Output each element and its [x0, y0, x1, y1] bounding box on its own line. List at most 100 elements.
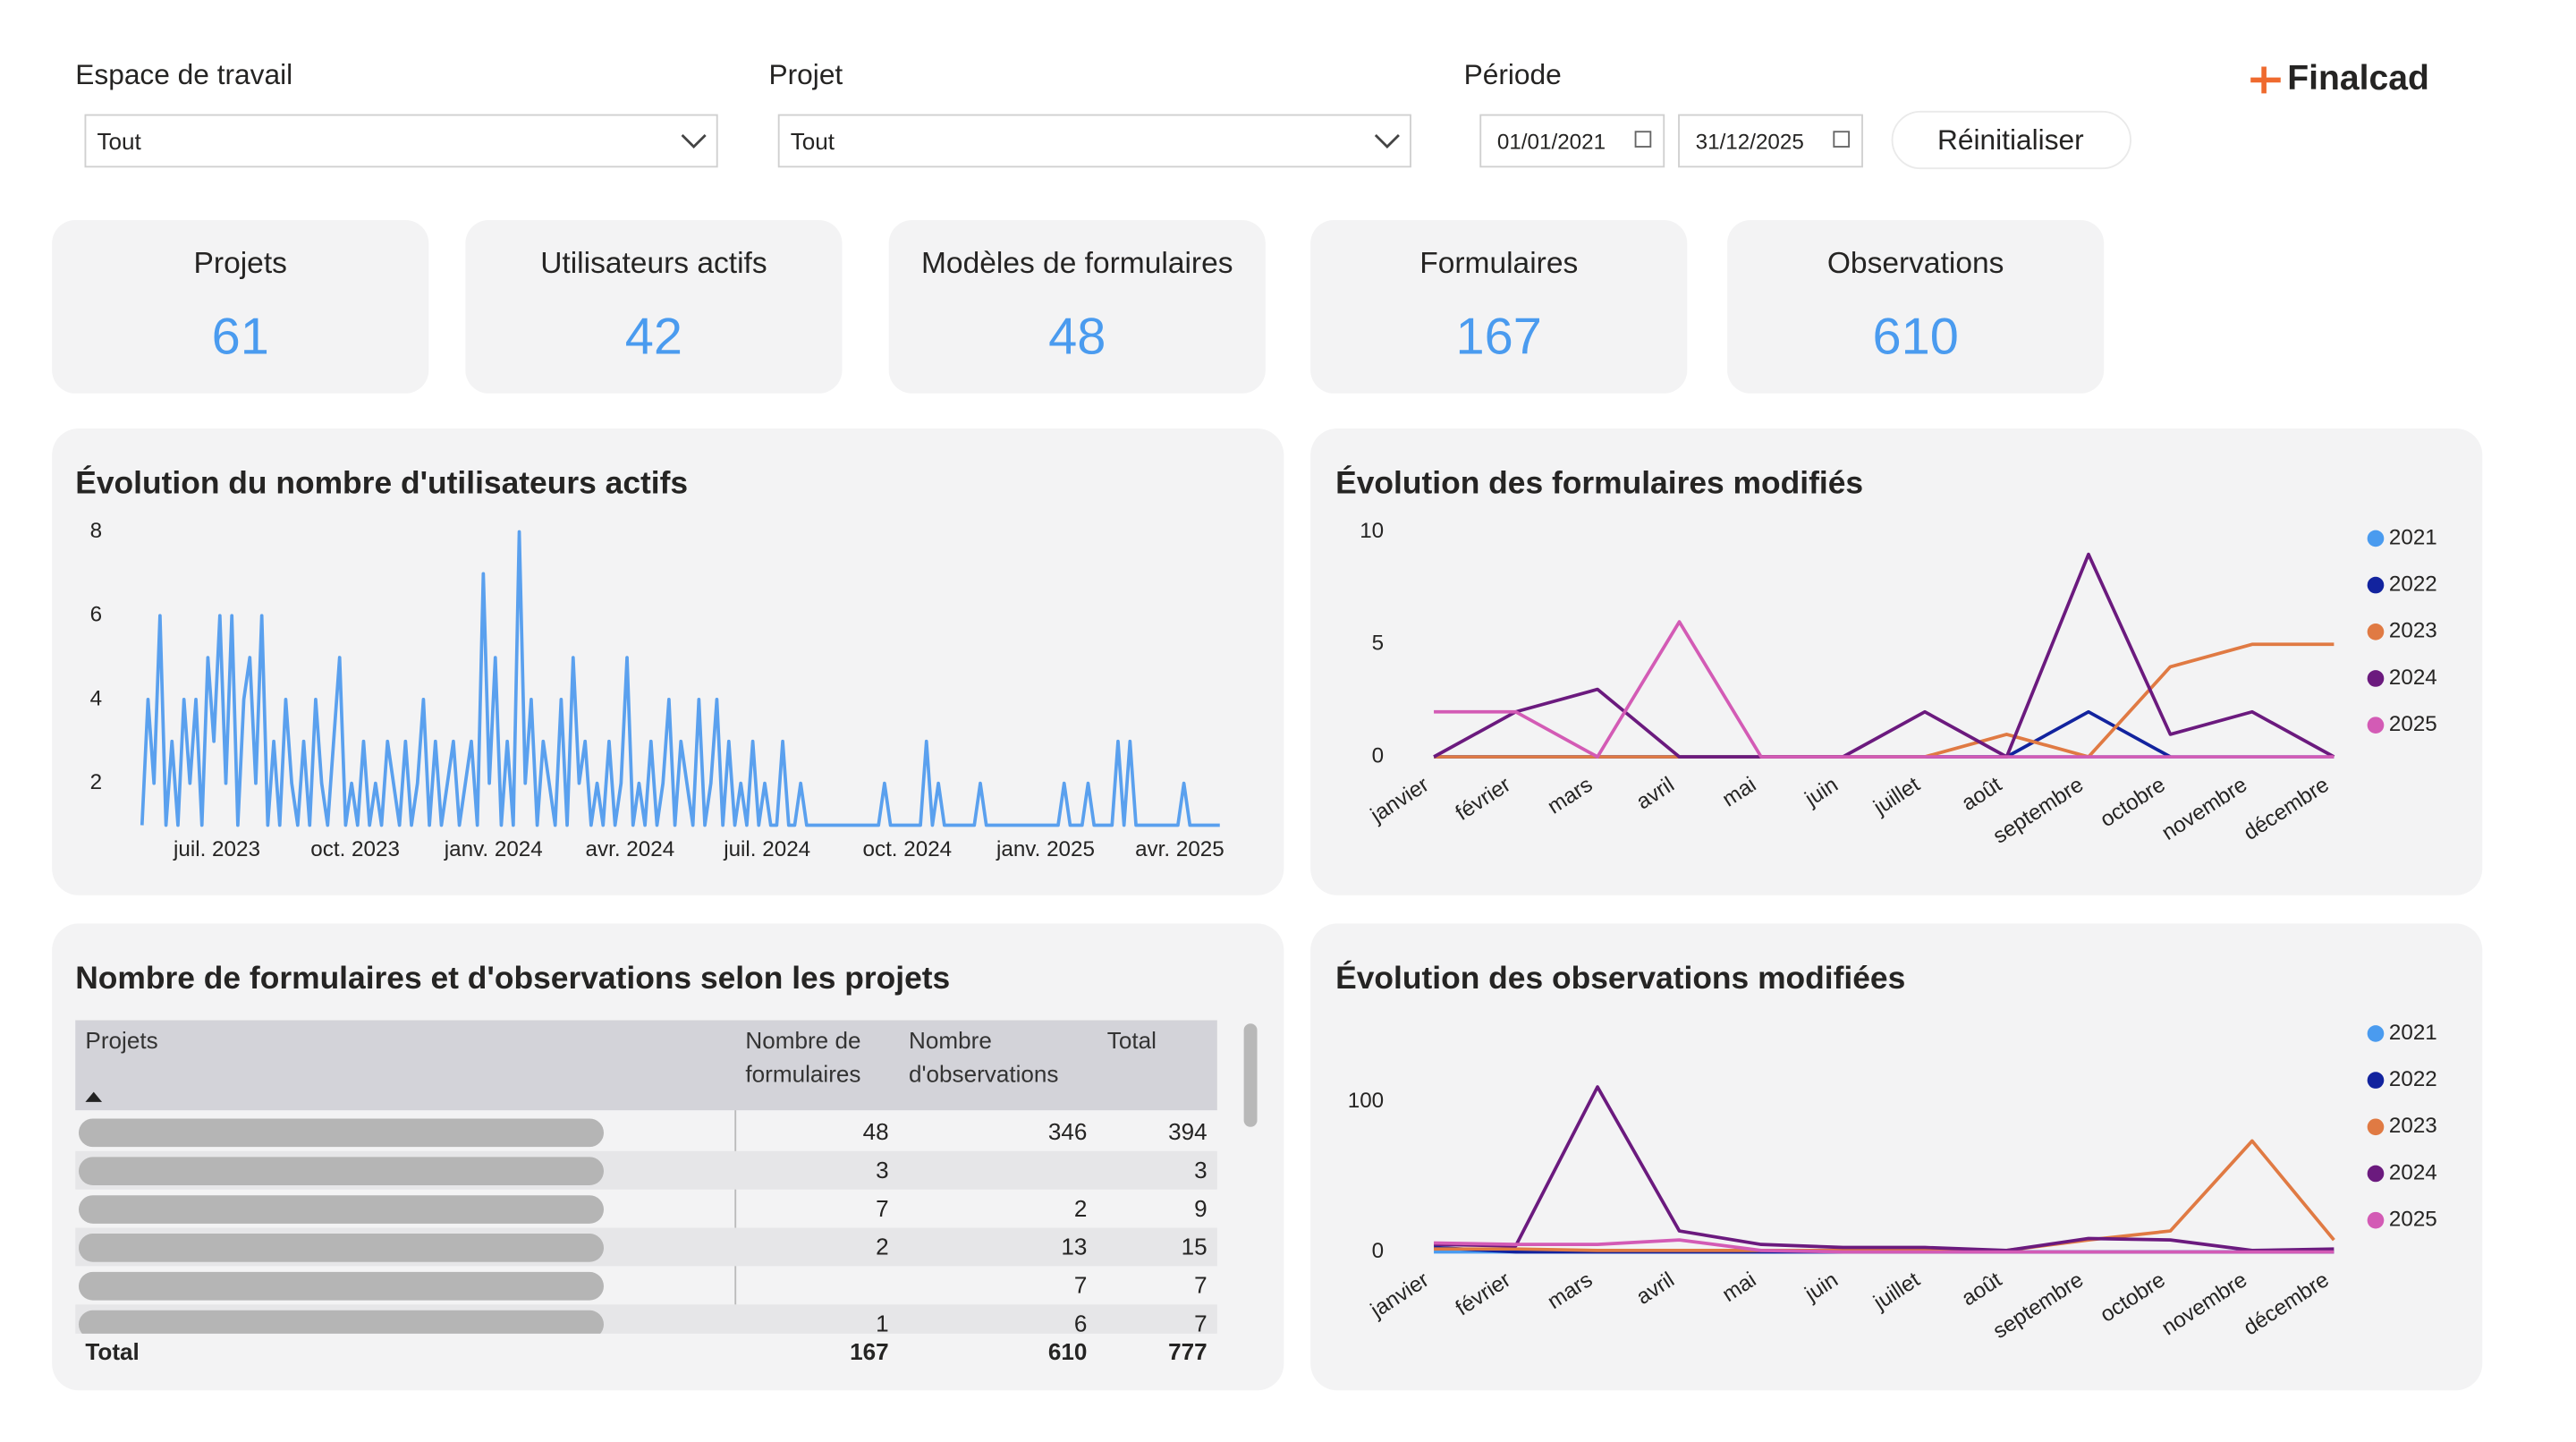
column-header: Nombre d'observations — [909, 1026, 1059, 1088]
legend-marker — [2367, 1211, 2385, 1229]
calendar-icon — [1833, 131, 1851, 148]
y-tick-label: 2 — [90, 770, 102, 794]
total-bg — [66, 1333, 1221, 1374]
x-tick-label: avr. 2025 — [1135, 837, 1224, 861]
filter-label: Espace de travail — [75, 58, 292, 90]
kpi-value: 167 — [1456, 308, 1542, 365]
x-tick-label: oct. 2024 — [862, 837, 952, 861]
x-tick-label: juil. 2023 — [173, 837, 260, 861]
kpi-label: Projets — [194, 247, 287, 280]
dropdown-arrow — [1374, 133, 1400, 148]
y-tick-label: 6 — [90, 603, 102, 627]
date-input[interactable] — [1479, 114, 1665, 168]
kpi-value: 48 — [1048, 308, 1106, 365]
cell: 48 — [863, 1118, 889, 1145]
kpi-card — [52, 219, 429, 394]
legend-label: 2024 — [2389, 666, 2437, 690]
column-header: Nombre de formulaires — [745, 1027, 860, 1087]
chart-title: Évolution du nombre d'utilisateurs actif… — [75, 465, 688, 501]
panel — [1310, 428, 2483, 895]
legend-label: 2025 — [2389, 712, 2437, 736]
dropdown-value: Tout — [97, 128, 141, 155]
legend-label: 2023 — [2389, 619, 2437, 643]
y-tick-label: 100 — [1348, 1089, 1384, 1113]
legend-marker — [2367, 530, 2385, 547]
cell: 2 — [1074, 1195, 1088, 1222]
series-line — [1433, 552, 2335, 759]
cell: 7 — [876, 1195, 889, 1222]
legend-label: 2021 — [2389, 1021, 2437, 1045]
redacted-name — [78, 1271, 604, 1301]
cell: 394 — [1168, 1118, 1208, 1145]
date-input[interactable] — [1678, 114, 1863, 168]
total-label: Total — [85, 1338, 139, 1365]
sort-indicator — [85, 1091, 103, 1102]
kpi-label: Formulaires — [1419, 247, 1578, 280]
x-tick-label: juil. 2024 — [723, 837, 810, 861]
series-line — [1434, 1238, 2334, 1254]
column-header: Total — [1106, 1026, 1157, 1054]
column-header-text: Nombre d'observations — [909, 1026, 1059, 1088]
y-tick-label: 8 — [90, 519, 102, 543]
cell: 7 — [1194, 1272, 1208, 1299]
kpi-value: 610 — [1872, 308, 1958, 365]
kpi-label: Observations — [1827, 247, 2004, 280]
legend-label: 2024 — [2389, 1160, 2437, 1184]
cell: 3 — [1194, 1157, 1208, 1183]
kpi-card — [465, 219, 843, 394]
cell: 2 — [876, 1234, 889, 1260]
kpi-label: Modèles de formulaires — [921, 247, 1233, 280]
date-value: 01/01/2021 — [1497, 131, 1606, 155]
series-line — [1434, 620, 2334, 759]
reset-button-label: Réinitialiser — [1937, 123, 2084, 156]
cell: 6 — [1074, 1310, 1088, 1336]
total-cell: 610 — [1048, 1338, 1088, 1365]
calendar-icon — [1634, 131, 1652, 148]
kpi-label: Utilisateurs actifs — [540, 247, 767, 280]
cell: 15 — [1182, 1234, 1208, 1260]
legend-marker — [2367, 576, 2385, 594]
legend-marker — [2367, 717, 2385, 734]
cell: 1 — [876, 1310, 889, 1336]
column-header-text: Total — [1106, 1026, 1157, 1054]
dropdown-value: Tout — [791, 128, 835, 155]
cell: 7 — [1194, 1310, 1208, 1336]
y-tick-label: 5 — [1372, 632, 1384, 656]
dropdown[interactable] — [777, 114, 1411, 168]
redacted-name — [78, 1118, 604, 1148]
legend-marker — [2367, 1118, 2385, 1136]
date-value: 31/12/2025 — [1696, 131, 1804, 155]
series-line — [1434, 1085, 2334, 1252]
scrollbar[interactable] — [1243, 1023, 1258, 1127]
table-title: Nombre de formulaires et d'observations … — [75, 960, 950, 996]
redacted-name — [78, 1157, 604, 1186]
legend-label: 2022 — [2389, 573, 2437, 597]
dropdown-arrow — [681, 133, 707, 148]
panel — [1310, 923, 2483, 1391]
legend-label: 2025 — [2389, 1208, 2437, 1232]
chart-title: Évolution des formulaires modifiés — [1335, 465, 1863, 501]
legend-marker — [2367, 1025, 2385, 1042]
cell: 13 — [1061, 1234, 1087, 1260]
logo-icon — [2250, 66, 2281, 94]
x-tick-label: oct. 2023 — [310, 837, 400, 861]
y-tick-label: 0 — [1372, 1239, 1384, 1263]
cell: 7 — [1074, 1272, 1088, 1299]
legend-label: 2022 — [2389, 1067, 2437, 1091]
kpi-card — [1310, 219, 1688, 394]
reset-button[interactable] — [1891, 110, 2131, 170]
legend-marker — [2367, 670, 2385, 687]
total-cell: 777 — [1168, 1338, 1208, 1365]
cell: 346 — [1048, 1118, 1088, 1145]
dropdown[interactable] — [84, 114, 718, 168]
kpi-card — [888, 219, 1266, 394]
x-tick-label: janv. 2025 — [996, 837, 1095, 861]
y-tick-label: 10 — [1360, 519, 1384, 543]
chart-title: Évolution des observations modifiées — [1335, 960, 1905, 996]
cell: 9 — [1194, 1195, 1208, 1222]
total-cell: 167 — [850, 1338, 889, 1365]
redacted-name — [78, 1195, 604, 1224]
column-header-text: Projets — [85, 1026, 158, 1054]
